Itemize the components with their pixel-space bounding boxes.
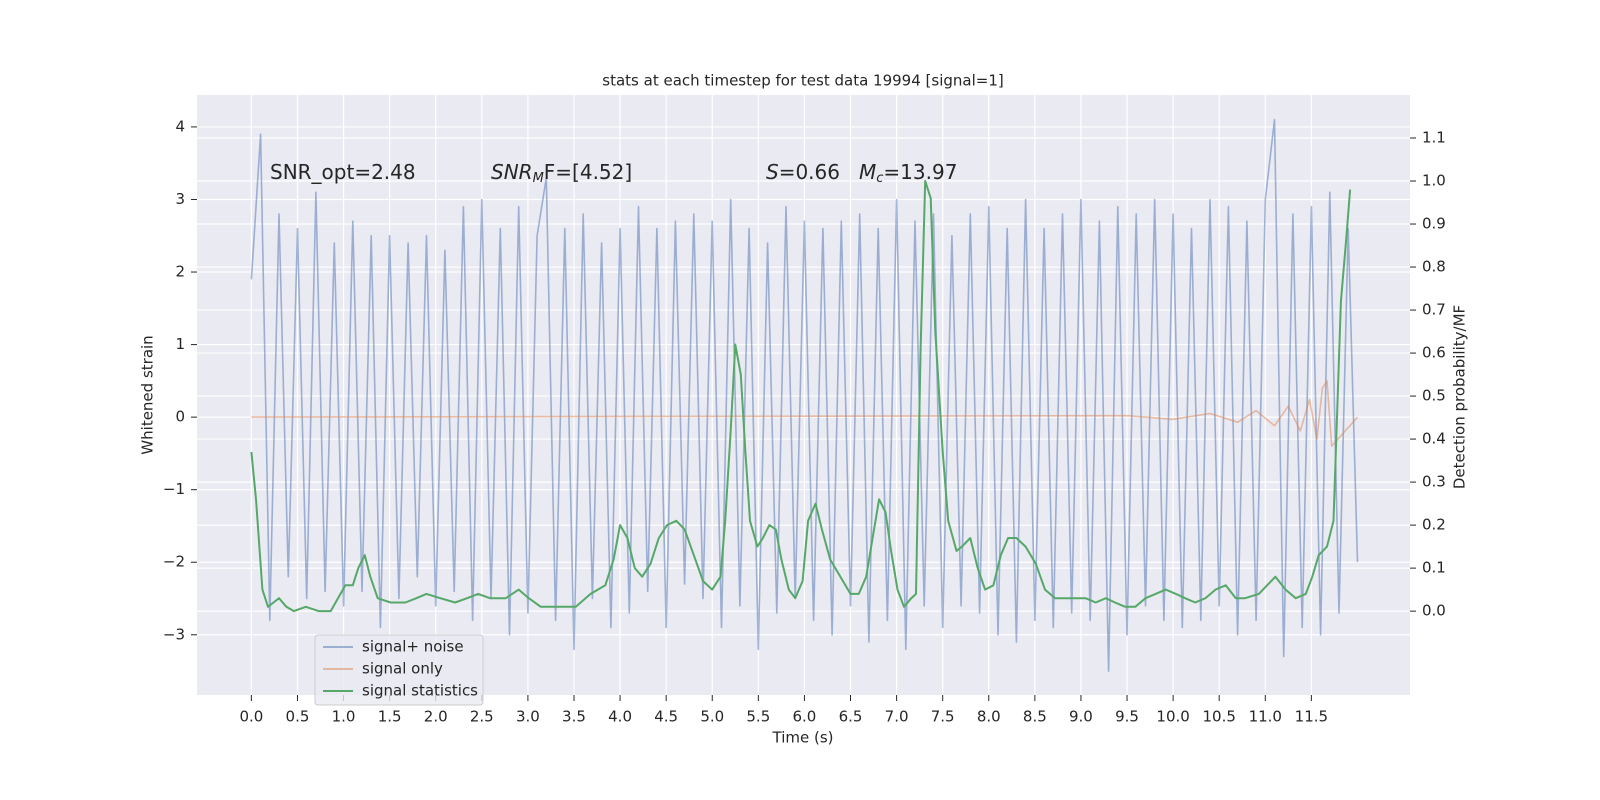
annotation-part: SNR [491, 160, 533, 184]
x-tick-label: 1.0 [332, 708, 356, 726]
x-tick-label: 7.0 [885, 708, 909, 726]
x-tick-label: 4.0 [608, 708, 632, 726]
annotation: S=0.66 [766, 160, 840, 184]
legend-label: signal only [362, 660, 443, 678]
legend-label: signal+ noise [362, 638, 464, 656]
axes: 0.0 0.5 1.0 1.5 2.0 2.5 3.0 3.5 4.0 4.5 5.0 5.5 6.0 6… [163, 117, 1446, 725]
annotation-part: S [766, 160, 779, 184]
series-line [251, 380, 1359, 447]
annotation-part: =13.97 [883, 160, 957, 184]
y2-tick-label: 1.0 [1422, 172, 1446, 190]
y-tick-label: 1 [175, 335, 185, 353]
x-tick-label: 3.0 [516, 708, 540, 726]
chart-title: stats at each timestep for test data 199… [602, 72, 1003, 90]
y2-tick-label: 0.8 [1422, 258, 1446, 276]
x-tick-label: 6.5 [839, 708, 863, 726]
series-line [250, 118, 1359, 672]
y-tick-label: 4 [175, 117, 185, 135]
legend-label: signal statistics [362, 682, 478, 700]
annotation-part: M [859, 160, 876, 184]
annotation-part: SNR_opt=2.48 [270, 160, 416, 184]
x-tick-label: 5.5 [746, 708, 770, 726]
y-tick-label: −3 [163, 625, 185, 643]
x-tick-label: 7.5 [931, 708, 955, 726]
annotation: Mc=13.97 [859, 160, 957, 186]
x-tick-label: 6.0 [792, 708, 816, 726]
x-tick-label: 4.5 [654, 708, 678, 726]
annotation: SNR_opt=2.48 [270, 160, 416, 184]
y2-tick-label: 0.5 [1422, 387, 1446, 405]
x-axis-label: Time (s) [772, 729, 834, 747]
y-tick-label: 2 [175, 263, 185, 281]
legend-box [314, 634, 484, 706]
y-tick-label: 0 [175, 408, 185, 426]
x-tick-label: 0.0 [239, 708, 263, 726]
x-tick-label: 8.0 [977, 708, 1001, 726]
annotation-part: =0.66 [779, 160, 840, 184]
x-tick-label: 8.5 [1023, 708, 1047, 726]
marks [250, 118, 1359, 672]
x-tick-label: 9.5 [1115, 708, 1139, 726]
x-tick-label: 9.0 [1069, 708, 1093, 726]
x-tick-label: 5.0 [700, 708, 724, 726]
annotation-part: M [533, 171, 544, 186]
y2-tick-label: 0.9 [1422, 215, 1446, 233]
x-tick-label: 1.5 [378, 708, 402, 726]
y2-tick-label: 0.3 [1422, 473, 1446, 491]
x-tick-label: 11.0 [1249, 708, 1282, 726]
x-tick-label: 10.5 [1202, 708, 1235, 726]
y2-tick-label: 0.1 [1422, 559, 1446, 577]
y-tick-label: 3 [175, 190, 185, 208]
series-line [250, 180, 1352, 613]
y-tick-label: −2 [163, 553, 185, 571]
y2-tick-label: 0.0 [1422, 602, 1446, 620]
plot-area [197, 95, 1410, 695]
x-tick-label: 2.0 [424, 708, 448, 726]
x-tick-label: 3.5 [562, 708, 586, 726]
y2-tick-label: 0.7 [1422, 301, 1446, 319]
x-tick-label: 0.5 [286, 708, 310, 726]
x-tick-label: 10.0 [1156, 708, 1189, 726]
y2-tick-label: 0.4 [1422, 430, 1446, 448]
legend: signal+ noise signal only signal statistic… [314, 634, 484, 706]
annotation-part: c [876, 171, 883, 186]
y2-tick-label: 0.6 [1422, 344, 1446, 362]
y-tick-label: −1 [163, 480, 185, 498]
annotation: SNRMF=[4.52] [491, 160, 632, 186]
x-tick-label: 11.5 [1295, 708, 1328, 726]
y2-tick-label: 1.1 [1422, 129, 1446, 147]
y-axis-label: Whitened strain [139, 335, 157, 454]
annotation-part: F=[4.52] [544, 160, 632, 184]
y2-axis-label: Detection probability/MF [1451, 305, 1469, 489]
x-tick-label: 2.5 [470, 708, 494, 726]
y2-tick-label: 0.2 [1422, 516, 1446, 534]
